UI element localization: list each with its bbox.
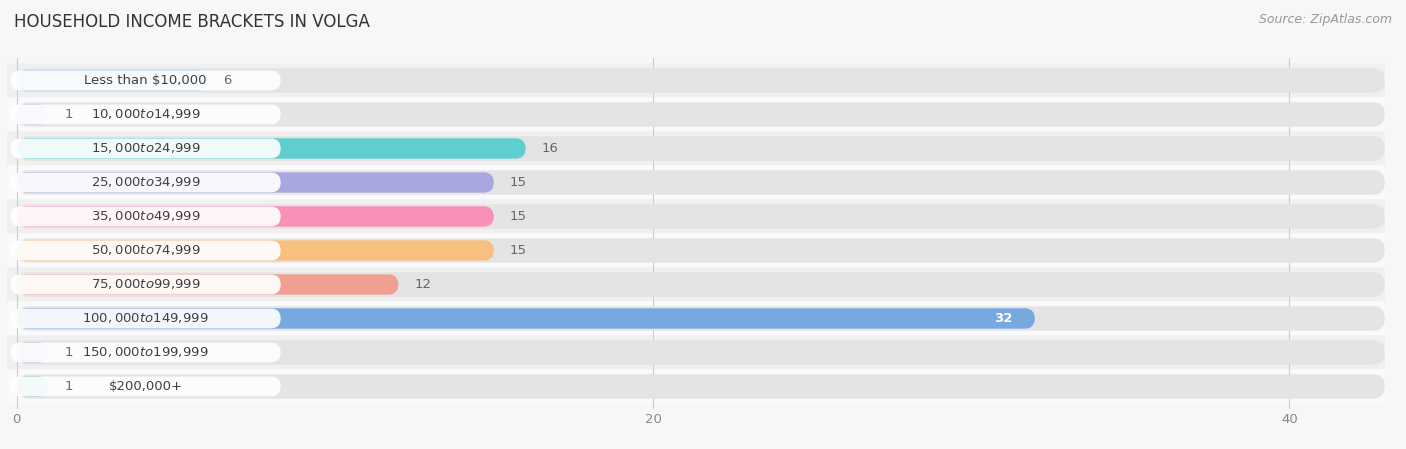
FancyBboxPatch shape <box>10 70 281 90</box>
FancyBboxPatch shape <box>10 241 281 260</box>
FancyBboxPatch shape <box>17 68 1385 92</box>
FancyBboxPatch shape <box>7 301 1385 335</box>
FancyBboxPatch shape <box>17 70 208 91</box>
Text: Less than $10,000: Less than $10,000 <box>84 74 207 87</box>
FancyBboxPatch shape <box>17 272 1385 297</box>
FancyBboxPatch shape <box>7 233 1385 268</box>
FancyBboxPatch shape <box>7 166 1385 199</box>
Text: 16: 16 <box>541 142 558 155</box>
FancyBboxPatch shape <box>17 240 494 261</box>
Text: $200,000+: $200,000+ <box>108 380 183 393</box>
FancyBboxPatch shape <box>17 170 1385 195</box>
FancyBboxPatch shape <box>7 63 1385 97</box>
FancyBboxPatch shape <box>17 340 1385 365</box>
FancyBboxPatch shape <box>17 136 1385 161</box>
FancyBboxPatch shape <box>17 274 398 295</box>
FancyBboxPatch shape <box>17 204 1385 229</box>
FancyBboxPatch shape <box>10 343 281 362</box>
FancyBboxPatch shape <box>17 172 494 193</box>
FancyBboxPatch shape <box>17 138 526 158</box>
Text: Source: ZipAtlas.com: Source: ZipAtlas.com <box>1258 13 1392 26</box>
FancyBboxPatch shape <box>7 268 1385 301</box>
FancyBboxPatch shape <box>17 376 48 396</box>
FancyBboxPatch shape <box>17 206 494 227</box>
Text: 6: 6 <box>224 74 232 87</box>
FancyBboxPatch shape <box>7 199 1385 233</box>
Text: $35,000 to $49,999: $35,000 to $49,999 <box>90 210 200 224</box>
Text: 15: 15 <box>510 176 527 189</box>
FancyBboxPatch shape <box>7 370 1385 404</box>
Text: $150,000 to $199,999: $150,000 to $199,999 <box>82 345 208 360</box>
FancyBboxPatch shape <box>17 238 1385 263</box>
FancyBboxPatch shape <box>10 139 281 158</box>
FancyBboxPatch shape <box>17 102 1385 127</box>
FancyBboxPatch shape <box>10 105 281 124</box>
FancyBboxPatch shape <box>10 377 281 396</box>
Text: HOUSEHOLD INCOME BRACKETS IN VOLGA: HOUSEHOLD INCOME BRACKETS IN VOLGA <box>14 13 370 31</box>
FancyBboxPatch shape <box>7 97 1385 132</box>
FancyBboxPatch shape <box>10 275 281 295</box>
FancyBboxPatch shape <box>17 308 1035 329</box>
FancyBboxPatch shape <box>7 335 1385 370</box>
Text: $15,000 to $24,999: $15,000 to $24,999 <box>90 141 200 155</box>
Text: 32: 32 <box>994 312 1012 325</box>
Text: 15: 15 <box>510 244 527 257</box>
FancyBboxPatch shape <box>10 172 281 192</box>
FancyBboxPatch shape <box>7 132 1385 166</box>
FancyBboxPatch shape <box>17 374 1385 399</box>
Text: 1: 1 <box>65 346 73 359</box>
Text: $50,000 to $74,999: $50,000 to $74,999 <box>90 243 200 257</box>
Text: $75,000 to $99,999: $75,000 to $99,999 <box>90 277 200 291</box>
Text: $100,000 to $149,999: $100,000 to $149,999 <box>82 312 208 326</box>
Text: $25,000 to $34,999: $25,000 to $34,999 <box>90 176 200 189</box>
Text: 1: 1 <box>65 380 73 393</box>
FancyBboxPatch shape <box>10 308 281 328</box>
Text: $10,000 to $14,999: $10,000 to $14,999 <box>90 107 200 122</box>
FancyBboxPatch shape <box>10 207 281 226</box>
FancyBboxPatch shape <box>17 342 48 363</box>
Text: 12: 12 <box>415 278 432 291</box>
FancyBboxPatch shape <box>17 306 1385 331</box>
Text: 1: 1 <box>65 108 73 121</box>
Text: 15: 15 <box>510 210 527 223</box>
FancyBboxPatch shape <box>17 104 48 125</box>
